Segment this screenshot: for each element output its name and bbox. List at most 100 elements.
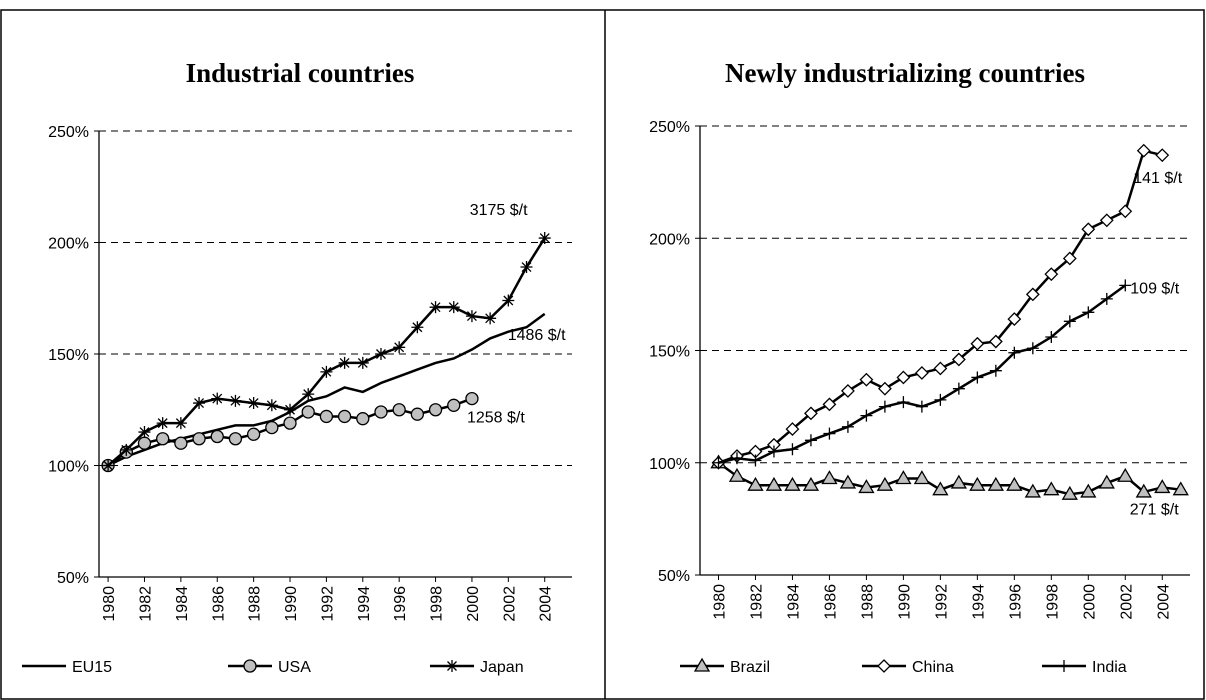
marker: [1080, 483, 1097, 498]
marker: [876, 476, 894, 491]
marker: [211, 392, 224, 405]
x-tick-label: 1988: [859, 584, 876, 620]
y-tick-label: 250%: [649, 119, 690, 136]
marker: [895, 470, 912, 485]
marker: [338, 356, 351, 369]
marker: [192, 432, 206, 446]
marker: [174, 417, 187, 430]
x-tick-label: 1986: [822, 584, 839, 620]
x-tick-label: 1996: [1007, 584, 1024, 620]
y-tick-label: 50%: [658, 568, 690, 585]
marker: [841, 383, 855, 398]
marker: [446, 660, 458, 672]
marker: [138, 426, 151, 439]
marker: [988, 334, 1003, 349]
marker: [1099, 213, 1114, 228]
marker: [538, 232, 551, 245]
marker: [1043, 481, 1060, 496]
marker: [320, 365, 333, 378]
marker: [712, 456, 725, 469]
marker: [484, 312, 497, 325]
marker: [410, 407, 425, 421]
x-tick-label: 2000: [465, 586, 482, 622]
marker: [120, 443, 133, 456]
marker: [1045, 331, 1058, 344]
marker: [934, 393, 947, 406]
y-tick-label: 250%: [48, 124, 89, 141]
marker: [193, 397, 206, 410]
marker: [1006, 476, 1023, 491]
marker: [447, 301, 460, 314]
marker: [877, 381, 892, 396]
marker: [447, 398, 461, 412]
x-tick-label: 1990: [283, 586, 300, 622]
x-tick-label: 1996: [392, 586, 409, 622]
x-tick-label: 2004: [1155, 584, 1172, 620]
marker: [265, 420, 279, 435]
marker: [914, 366, 929, 380]
marker: [1025, 287, 1040, 302]
marker: [174, 436, 188, 450]
marker: [156, 417, 169, 430]
marker: [411, 321, 424, 334]
marker: [374, 348, 387, 360]
marker: [730, 452, 743, 465]
marker: [970, 336, 985, 351]
x-tick-label: 1982: [137, 586, 154, 622]
marker: [1044, 267, 1059, 282]
marker: [1024, 483, 1041, 498]
legend-label: India: [1092, 659, 1127, 676]
marker: [767, 445, 780, 458]
y-tick-label: 200%: [649, 231, 690, 248]
chart-title: Industrial countries: [186, 58, 415, 88]
marker: [1154, 479, 1171, 494]
marker: [1062, 251, 1077, 266]
marker: [915, 400, 928, 413]
marker: [1100, 292, 1113, 305]
x-tick-label: 1984: [174, 586, 191, 622]
x-tick-label: 2000: [1081, 584, 1098, 620]
marker: [896, 370, 911, 385]
marker: [785, 422, 800, 436]
marker: [822, 397, 837, 412]
marker: [839, 474, 857, 489]
chart-title: Newly industrializing countries: [725, 58, 1085, 88]
marker: [952, 382, 965, 395]
marker: [1007, 312, 1022, 326]
marker: [520, 261, 533, 274]
marker: [897, 396, 910, 409]
marker: [465, 310, 478, 323]
end-label: 141 $/t: [1133, 170, 1182, 187]
marker: [969, 476, 986, 491]
end-label: 271 $/t: [1130, 502, 1179, 519]
marker: [1058, 660, 1070, 672]
marker: [392, 403, 406, 417]
marker: [932, 481, 949, 496]
marker: [243, 659, 257, 673]
marker: [502, 294, 515, 307]
marker: [786, 443, 799, 456]
end-label: 1486 $/t: [508, 327, 566, 344]
marker: [821, 470, 838, 485]
x-tick-label: 1980: [101, 586, 118, 622]
marker: [1098, 474, 1115, 489]
marker: [971, 371, 984, 384]
marker: [102, 459, 115, 472]
end-label: 109 $/t: [1130, 280, 1179, 297]
x-tick-label: 1994: [356, 586, 373, 622]
marker: [1081, 222, 1096, 237]
x-tick-label: 1992: [933, 584, 950, 620]
marker: [913, 470, 931, 485]
marker: [283, 416, 297, 430]
marker: [246, 427, 261, 441]
marker: [989, 364, 1002, 377]
marker: [749, 454, 762, 467]
marker: [1136, 143, 1151, 158]
x-tick-label: 2002: [1118, 584, 1135, 620]
marker: [1082, 306, 1095, 319]
marker: [933, 361, 948, 376]
legend-label: USA: [278, 659, 311, 676]
marker: [137, 436, 152, 450]
x-tick-label: 1994: [970, 584, 987, 620]
